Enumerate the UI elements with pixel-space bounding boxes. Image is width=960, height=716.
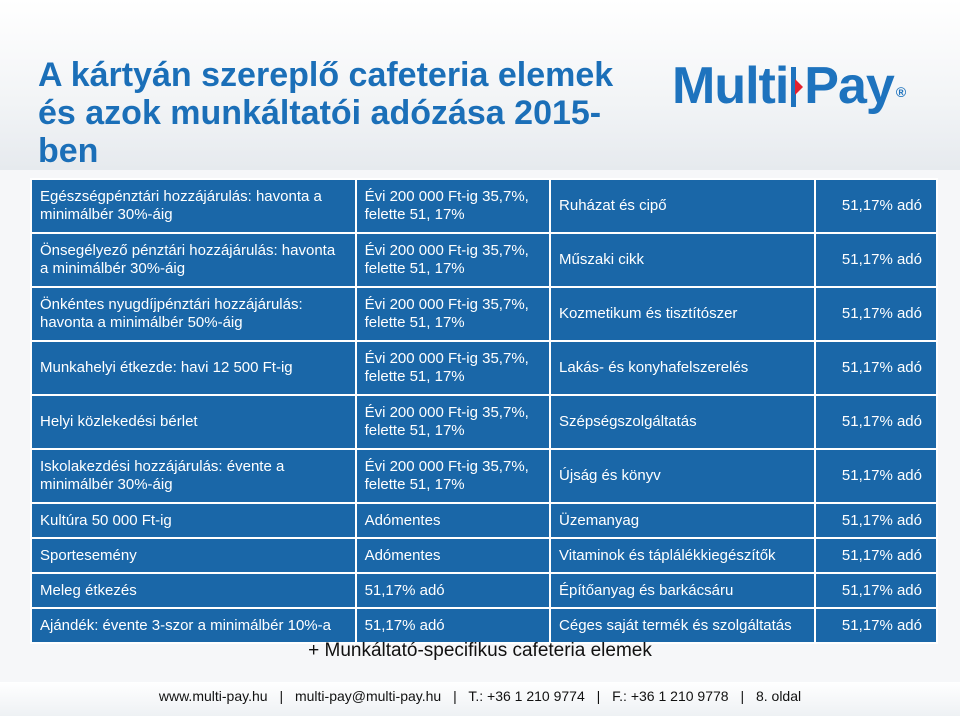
logo-arrow-icon: [791, 67, 804, 107]
table-row: Munkahelyi étkezde: havi 12 500 Ft-ig Évi…: [30, 340, 938, 396]
benefit-name-cell: Sportesemény: [30, 537, 357, 574]
benefit-name-cell: Kultúra 50 000 Ft-ig: [30, 502, 357, 539]
card-item-name-cell: Céges saját termék és szolgáltatás: [549, 607, 817, 644]
benefit-name-cell: Munkahelyi étkezde: havi 12 500 Ft-ig: [30, 340, 357, 396]
benefit-tax-cell: Évi 200 000 Ft-ig 35,7%, felette 51, 17%: [354, 232, 552, 288]
benefit-name-cell: Meleg étkezés: [30, 572, 357, 609]
card-item-name-cell: Üzemanyag: [549, 502, 817, 539]
logo-text-pay: Pay: [804, 57, 895, 115]
card-item-tax-cell: 51,17% adó: [814, 607, 938, 644]
table-row: Sportesemény Adómentes Vitaminok és táplál…: [30, 537, 938, 574]
cafeteria-table: Egészségpénztári hozzájárulás: havonta a…: [30, 178, 938, 644]
benefit-tax-cell: Évi 200 000 Ft-ig 35,7%, felette 51, 17%: [354, 394, 552, 450]
table-row: Meleg étkezés 51,17% adó Építőanyag és bar…: [30, 572, 938, 609]
logo-text-multi: Multi: [672, 57, 789, 115]
extra-elements-note: + Munkáltató-specifikus cafeteria elemek: [308, 640, 652, 661]
benefit-tax-cell: Évi 200 000 Ft-ig 35,7%, felette 51, 17%: [354, 286, 552, 342]
card-item-tax-cell: 51,17% adó: [814, 537, 938, 574]
footer-separator: |: [740, 688, 745, 704]
card-item-name-cell: Szépségszolgáltatás: [549, 394, 817, 450]
slide-header: A kártyán szereplő cafeteria elemek és a…: [0, 0, 960, 170]
card-item-tax-cell: 51,17% adó: [814, 340, 938, 396]
table-row: Kultúra 50 000 Ft-ig Adómentes Üzemanyag 51…: [30, 502, 938, 539]
benefit-tax-cell: Évi 200 000 Ft-ig 35,7%, felette 51, 17%: [354, 340, 552, 396]
benefit-tax-cell: Adómentes: [354, 502, 552, 539]
footer-separator: |: [453, 688, 457, 704]
table-row: Egészségpénztári hozzájárulás: havonta a…: [30, 178, 938, 234]
card-item-tax-cell: 51,17% adó: [814, 232, 938, 288]
card-item-tax-cell: 51,17% adó: [814, 178, 938, 234]
table-row: Önkéntes nyugdíjpénztári hozzájárulás: h…: [30, 286, 938, 342]
footer-separator: |: [596, 688, 601, 704]
card-item-name-cell: Építőanyag és barkácsáru: [549, 572, 817, 609]
benefit-tax-cell: Évi 200 000 Ft-ig 35,7%, felette 51, 17%: [354, 178, 552, 234]
card-item-tax-cell: 51,17% adó: [814, 502, 938, 539]
footer-fax: F.: +36 1 210 9778: [612, 688, 729, 704]
benefit-tax-cell: Évi 200 000 Ft-ig 35,7%, felette 51, 17%: [354, 448, 552, 504]
table-row: Ajándék: évente 3-szor a minimálbér 10%-…: [30, 607, 938, 644]
card-item-name-cell: Műszaki cikk: [549, 232, 817, 288]
table-row: Helyi közlekedési bérlet Évi 200 000 Ft-i…: [30, 394, 938, 450]
multipay-logo: Multi Pay ®: [672, 56, 906, 116]
footer-page-number: 8. oldal: [755, 688, 802, 704]
logo-registered-mark: ®: [895, 84, 906, 100]
benefit-tax-cell: 51,17% adó: [354, 572, 552, 609]
slide-title: A kártyán szereplő cafeteria elemek és a…: [38, 56, 614, 170]
benefit-tax-cell: Adómentes: [354, 537, 552, 574]
benefit-name-cell: Helyi közlekedési bérlet: [30, 394, 357, 450]
benefit-name-cell: Egészségpénztári hozzájárulás: havonta a…: [30, 178, 357, 234]
footer-website-link[interactable]: www.multi-pay.hu: [158, 688, 268, 704]
card-item-name-cell: Újság és könyv: [549, 448, 817, 504]
card-item-tax-cell: 51,17% adó: [814, 572, 938, 609]
card-item-name-cell: Ruházat és cipő: [549, 178, 817, 234]
benefit-tax-cell: 51,17% adó: [354, 607, 552, 644]
table-row: Önsegélyező pénztári hozzájárulás: havon…: [30, 232, 938, 288]
card-item-name-cell: Lakás- és konyhafelszerelés: [549, 340, 817, 396]
footer-email-link[interactable]: multi-pay@multi-pay.hu: [294, 688, 442, 704]
benefit-name-cell: Önkéntes nyugdíjpénztári hozzájárulás: h…: [30, 286, 357, 342]
card-item-tax-cell: 51,17% adó: [814, 394, 938, 450]
footer-bar: www.multi-pay.hu | multi-pay@multi-pay.h…: [0, 682, 960, 716]
card-item-name-cell: Vitaminok és táplálékkiegészítők: [549, 537, 817, 574]
benefit-name-cell: Önsegélyező pénztári hozzájárulás: havon…: [30, 232, 357, 288]
footer-phone: T.: +36 1 210 9774: [468, 688, 585, 704]
footer-separator: |: [279, 688, 284, 704]
table-row: Iskolakezdési hozzájárulás: évente a min…: [30, 448, 938, 504]
card-item-tax-cell: 51,17% adó: [814, 286, 938, 342]
card-item-name-cell: Kozmetikum és tisztítószer: [549, 286, 817, 342]
benefit-name-cell: Iskolakezdési hozzájárulás: évente a min…: [30, 448, 357, 504]
benefit-name-cell: Ajándék: évente 3-szor a minimálbér 10%-…: [30, 607, 357, 644]
card-item-tax-cell: 51,17% adó: [814, 448, 938, 504]
